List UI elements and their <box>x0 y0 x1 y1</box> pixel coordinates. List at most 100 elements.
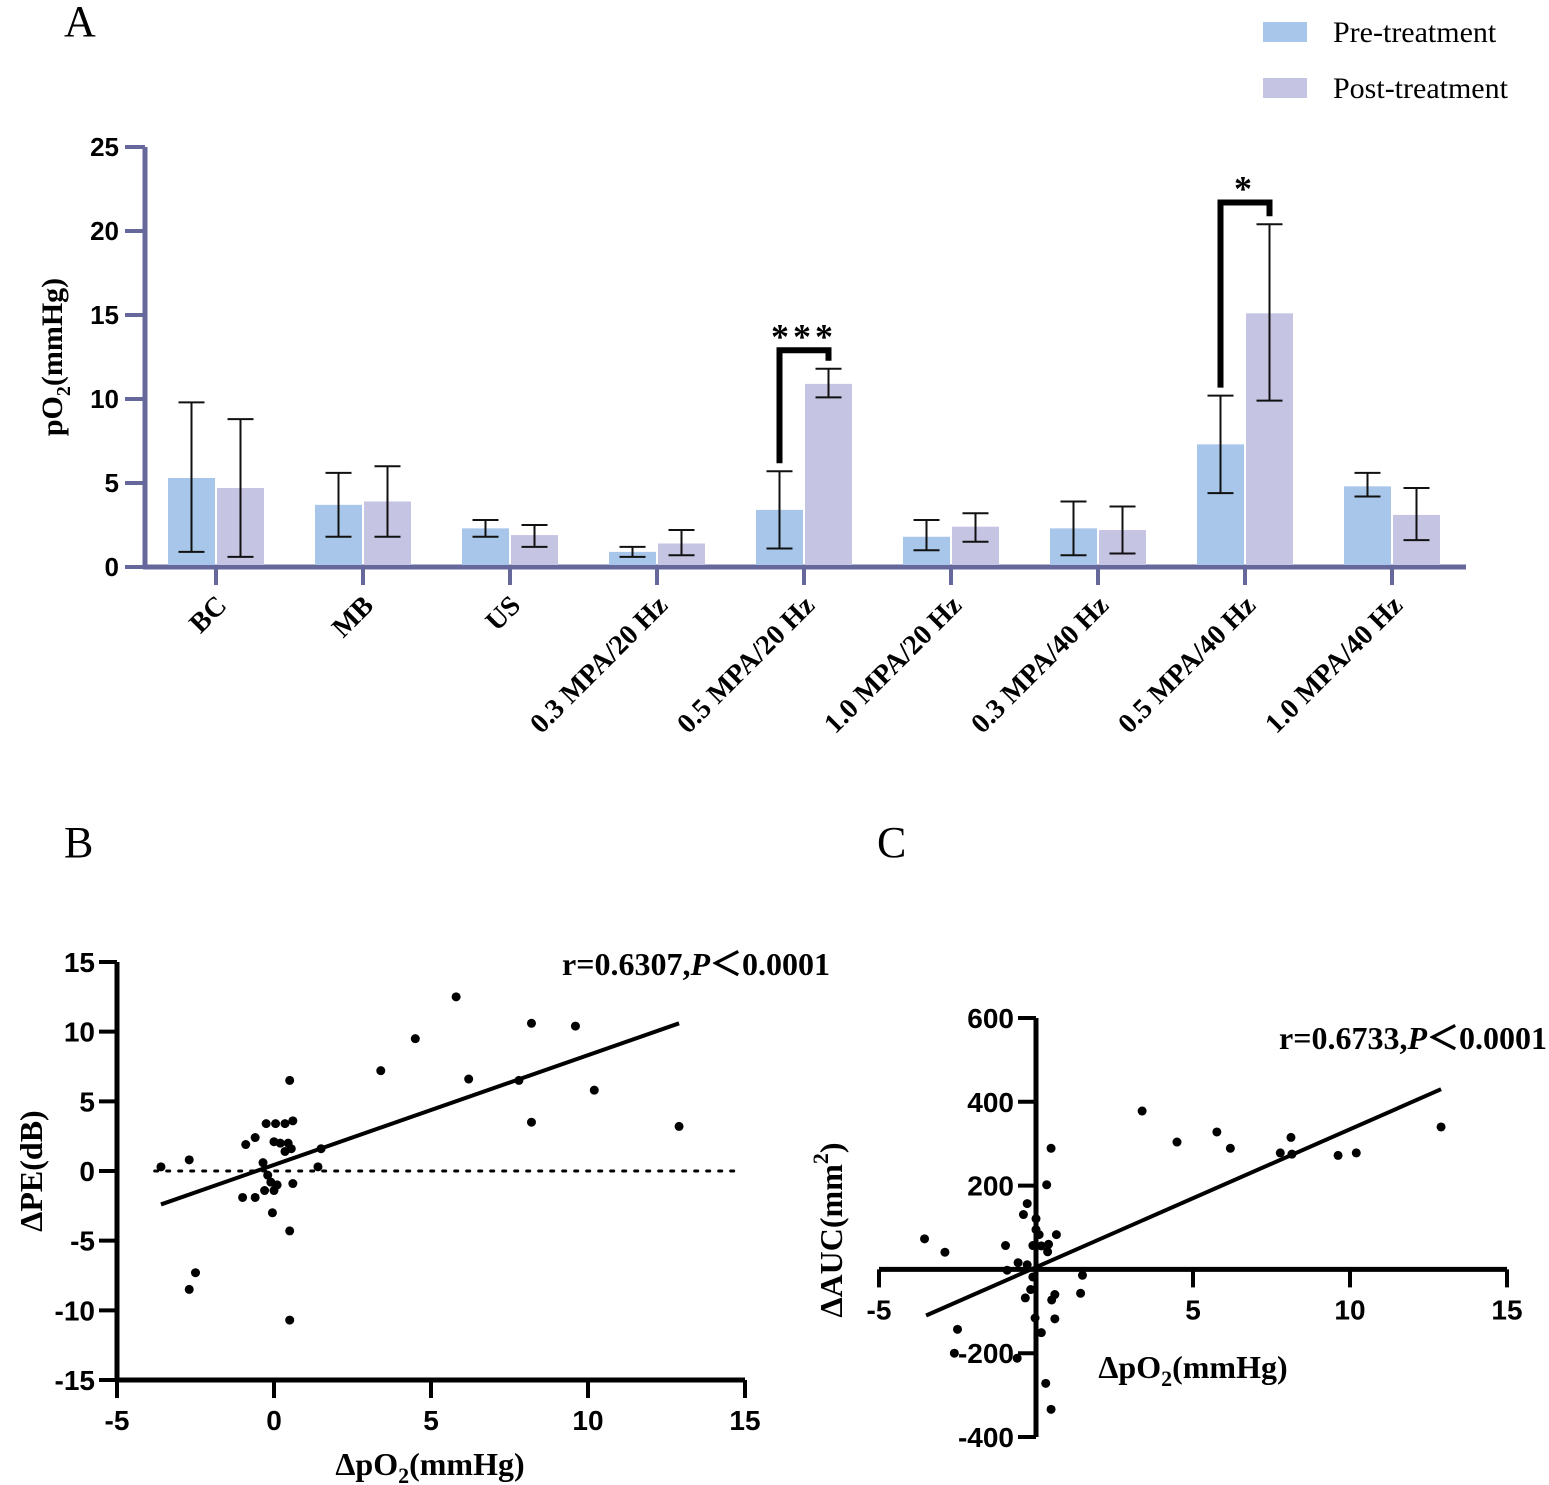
legend-label: Post-treatment <box>1333 72 1509 105</box>
y-tick-label: 25 <box>90 132 119 162</box>
annotation-p: P <box>1406 1020 1427 1056</box>
significance-label: *** <box>771 316 837 356</box>
x-axis-label: ΔpO2(mmHg) <box>1098 1349 1287 1391</box>
data-point <box>288 1116 298 1126</box>
data-point <box>1076 1288 1086 1298</box>
y-tick-label: 0 <box>105 552 119 582</box>
regression-line <box>160 1021 680 1207</box>
x-tick-label: 15 <box>1491 1294 1522 1325</box>
annotation-r: r=0.6307, <box>562 946 690 982</box>
x-label-main: ΔpO <box>1098 1349 1161 1385</box>
y-axis-label: pO2(mmHg) <box>36 278 75 436</box>
scatter-panel-c: -5 5 10 15 -400 -200 200 400 600 r=0.6733,P＜0.000… <box>808 1003 1547 1453</box>
data-point <box>272 1180 282 1190</box>
x-tick-label: 5 <box>1185 1294 1201 1325</box>
data-point <box>1046 1143 1056 1153</box>
y-label-main: pO <box>36 396 69 436</box>
x-tick-label: 0 <box>266 1405 282 1436</box>
y-tick-label: 15 <box>64 947 95 978</box>
data-point <box>1002 1265 1012 1275</box>
data-point <box>1022 1260 1032 1270</box>
y-tick-label: 200 <box>967 1171 1014 1202</box>
data-point <box>1036 1328 1046 1338</box>
data-point <box>674 1121 684 1131</box>
data-point <box>1013 1258 1023 1268</box>
x-tick-label: 10 <box>572 1405 603 1436</box>
data-point <box>250 1192 260 1202</box>
x-label-unit: (mmHg) <box>409 1446 525 1482</box>
data-point <box>589 1085 599 1095</box>
y-label-unit: (mmHg) <box>36 278 69 386</box>
data-point <box>1275 1148 1285 1158</box>
category-label: BC <box>184 590 233 639</box>
x-tick-label: 15 <box>729 1405 760 1436</box>
annotation-pvalue: ＜0.0001 <box>1427 1020 1547 1056</box>
x-tick-label: 5 <box>423 1405 439 1436</box>
panel-label-a: A <box>64 0 96 46</box>
data-point <box>920 1234 930 1244</box>
category-label: MB <box>326 590 380 644</box>
data-point <box>280 1146 290 1156</box>
y-label-close: ) <box>813 1142 849 1153</box>
category-label: US <box>480 590 527 637</box>
data-point <box>1043 1247 1053 1257</box>
y-axis-label: ΔAUC(mm2) <box>808 1142 849 1317</box>
data-point <box>258 1158 268 1168</box>
category-label: 0.3 MPA/40 Hz <box>965 590 1115 740</box>
data-point <box>410 1034 420 1044</box>
data-point <box>1351 1148 1361 1158</box>
y-label-superscript: 2 <box>808 1153 833 1164</box>
data-point <box>184 1284 194 1294</box>
bar-pre <box>609 551 656 565</box>
y-tick-label: 5 <box>79 1086 95 1117</box>
x-label-main: ΔpO <box>335 1446 398 1482</box>
data-point <box>1030 1313 1040 1323</box>
x-label-subscript: 2 <box>398 1463 409 1485</box>
data-point <box>285 1075 295 1085</box>
data-point <box>949 1348 959 1358</box>
data-point <box>1172 1137 1182 1147</box>
category-label: 1.0 MPA/40 Hz <box>1259 590 1409 740</box>
y-tick-label: -5 <box>70 1226 95 1257</box>
x-label-unit: (mmHg) <box>1172 1349 1288 1385</box>
data-point <box>241 1140 251 1150</box>
data-point <box>275 1138 285 1148</box>
data-point <box>285 1315 295 1325</box>
data-point <box>1050 1314 1060 1324</box>
data-point <box>280 1119 290 1129</box>
data-point <box>1036 1241 1046 1251</box>
data-point <box>1287 1149 1297 1159</box>
data-point <box>1022 1199 1032 1209</box>
legend-swatch-post <box>1263 78 1307 98</box>
data-point <box>1034 1230 1044 1240</box>
panel-label-b: B <box>64 818 93 867</box>
x-tick-label: -5 <box>105 1405 130 1436</box>
y-axis-label: ΔPE(dB) <box>13 1110 49 1231</box>
data-point <box>1050 1290 1060 1300</box>
category-label: 1.0 MPA/20 Hz <box>818 590 968 740</box>
data-point <box>260 1186 270 1196</box>
y-tick-label: 20 <box>90 216 119 246</box>
data-point <box>1028 1241 1038 1251</box>
x-tick-label: 10 <box>1334 1294 1365 1325</box>
data-point <box>261 1119 271 1129</box>
y-tick-label: -15 <box>55 1365 95 1396</box>
data-point <box>1225 1143 1235 1153</box>
data-point <box>1046 1404 1056 1414</box>
correlation-annotation: r=0.6733,P＜0.0001 <box>1279 1020 1547 1056</box>
significance-bracket <box>1217 199 1273 388</box>
y-label-subscript: 2 <box>53 386 75 396</box>
x-axis-label: ΔpO2(mmHg) <box>335 1446 524 1485</box>
data-point <box>1001 1241 1011 1251</box>
data-point <box>1051 1230 1061 1240</box>
data-point <box>267 1208 277 1218</box>
data-point <box>1077 1270 1087 1280</box>
data-point <box>316 1144 326 1154</box>
y-tick-label: 400 <box>967 1087 1014 1118</box>
bar-post <box>805 383 852 565</box>
significance-bracket <box>776 347 832 464</box>
data-point <box>1031 1214 1041 1224</box>
data-point <box>288 1179 298 1189</box>
data-point <box>285 1226 295 1236</box>
data-point <box>1286 1132 1296 1142</box>
